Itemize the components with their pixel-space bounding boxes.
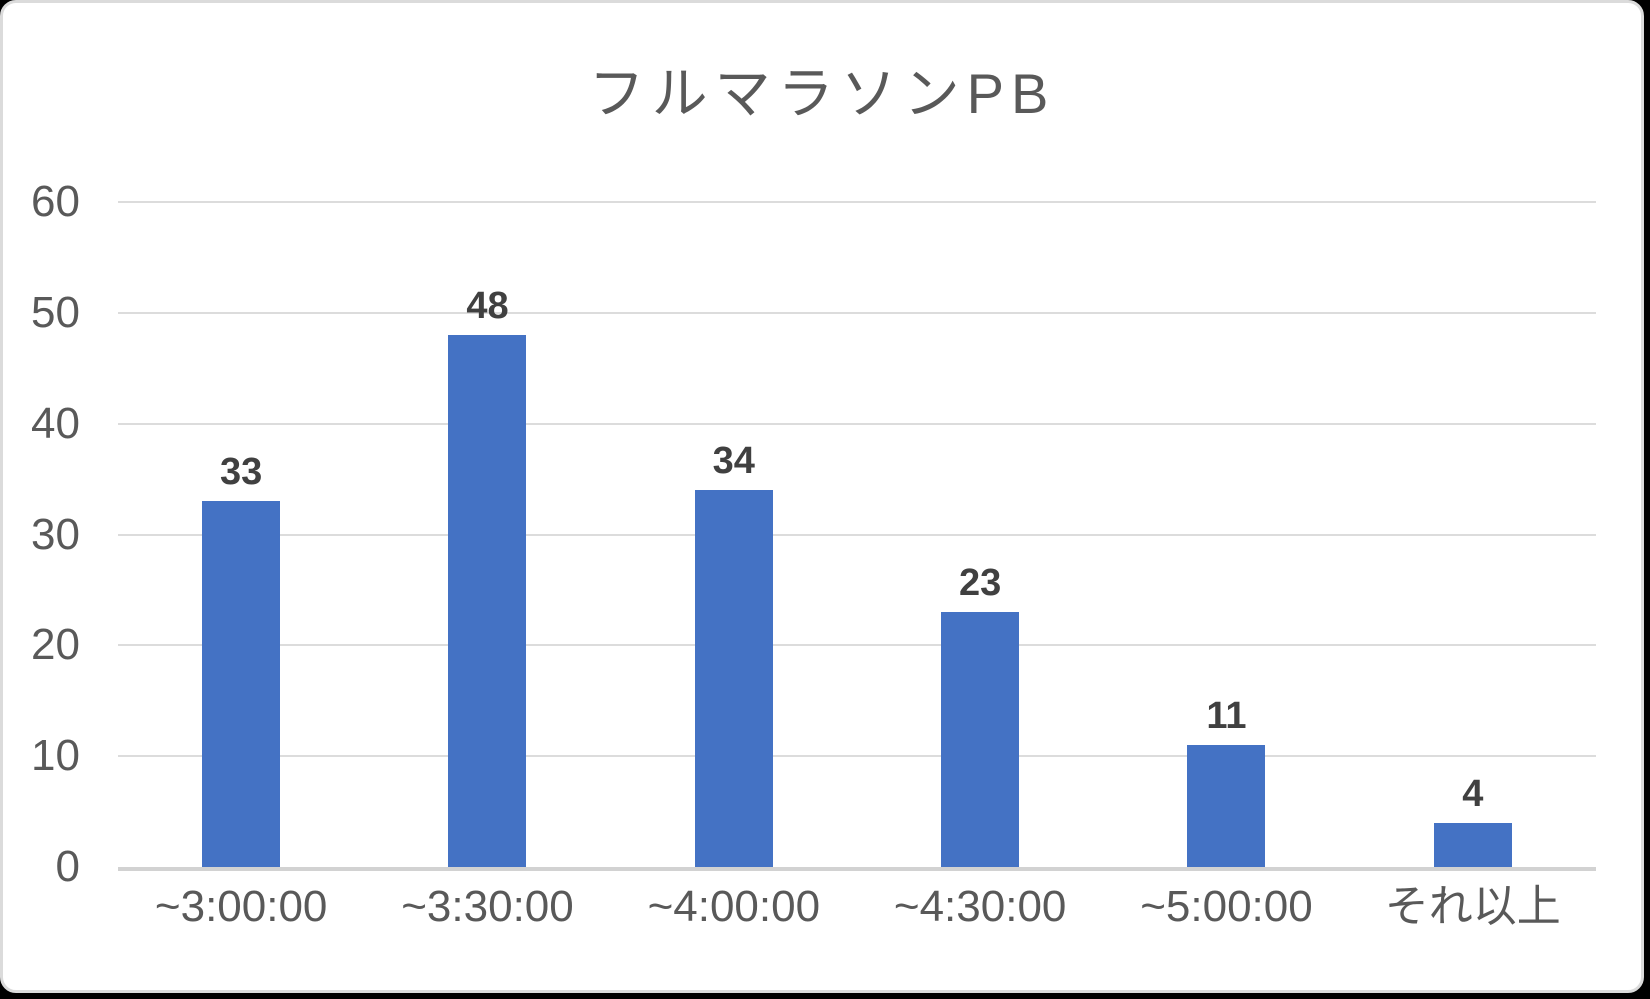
bar-value-label-5: 4 — [1462, 772, 1484, 815]
y-tick-label-60: 60 — [31, 177, 80, 226]
gridline-y10 — [118, 755, 1596, 758]
x-tick-label-5: それ以上 — [1384, 882, 1561, 931]
bar-2 — [694, 490, 773, 867]
bar-slot-0: 33 — [118, 202, 364, 867]
y-tick-label-20: 20 — [31, 620, 80, 670]
bar-4 — [1187, 745, 1266, 867]
gridline-y40 — [118, 422, 1596, 425]
bar-value-label-1: 48 — [466, 285, 509, 327]
gridline-y50 — [118, 311, 1596, 314]
bar-3 — [941, 612, 1020, 867]
y-axis: 0 10 20 30 40 50 60 — [3, 180, 95, 889]
gridline-y30 — [118, 533, 1596, 536]
bar-5 — [1433, 822, 1512, 867]
gridline-y20 — [118, 644, 1596, 647]
y-tick-label-50: 50 — [31, 287, 80, 337]
bar-value-label-2: 34 — [712, 440, 755, 483]
bar-slot-2: 34 — [611, 202, 857, 867]
bar-slot-1: 48 — [364, 202, 610, 867]
y-tick-label-0: 0 — [55, 842, 80, 891]
y-tick-label-40: 40 — [31, 398, 80, 448]
x-axis: ~3:00:00 ~3:30:00 ~4:00:00 ~4:30:00 ~5:00:00… — [118, 882, 1596, 931]
x-tick-label-1: ~3:30:00 — [401, 882, 574, 931]
x-tick-label-0: ~3:00:00 — [154, 882, 328, 931]
bar-value-label-0: 33 — [220, 451, 263, 494]
x-tick-label-3: ~4:30:00 — [893, 882, 1067, 931]
bar-value-label-3: 23 — [959, 562, 1002, 605]
bar-0 — [202, 501, 281, 867]
y-tick-label-10: 10 — [31, 731, 80, 781]
chart-title: フルマラソンPB — [588, 62, 1056, 125]
bar-value-label-4: 11 — [1206, 695, 1247, 738]
gridline-y60 — [118, 201, 1596, 203]
x-tick-label-2: ~4:00:00 — [647, 882, 821, 931]
bars-row: 33 48 34 23 11 4 — [118, 202, 1596, 867]
y-tick-label-30: 30 — [31, 509, 80, 559]
plot-area: 33 48 34 23 11 4 — [118, 201, 1596, 871]
bar-slot-3: 23 — [857, 202, 1103, 867]
x-tick-label-4: ~5:00:00 — [1140, 882, 1313, 931]
bar-slot-5: 4 — [1350, 202, 1596, 867]
bar-1 — [448, 335, 527, 867]
bar-slot-4: 11 — [1103, 202, 1349, 867]
